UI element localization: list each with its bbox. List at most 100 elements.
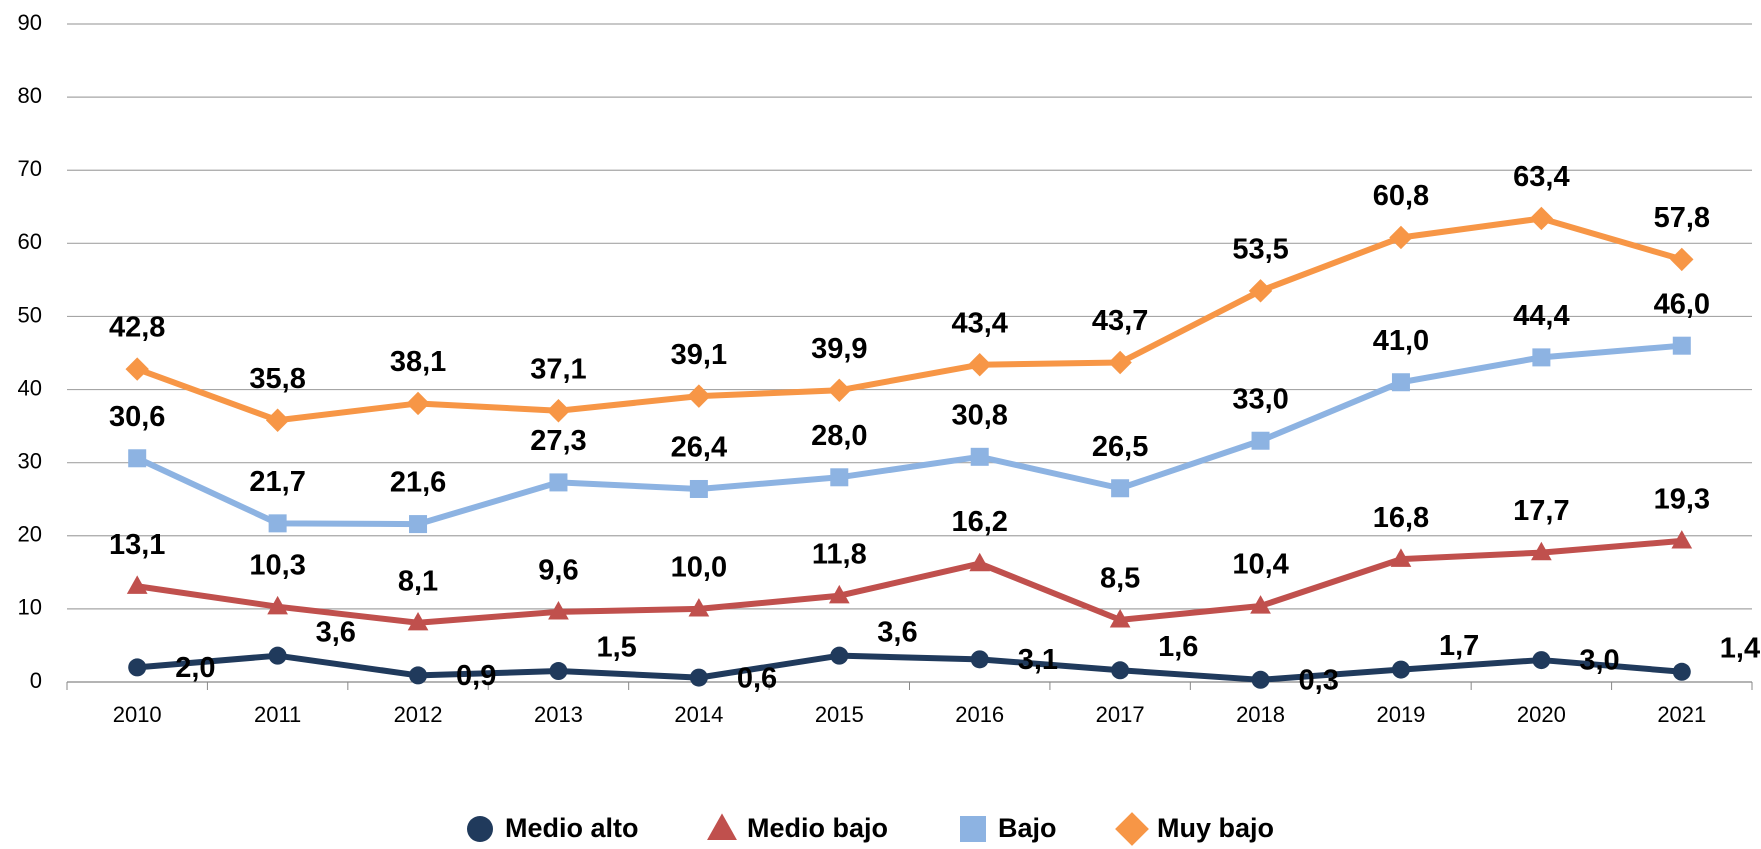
data-point <box>1250 595 1271 614</box>
data-label: 41,0 <box>1373 325 1429 357</box>
legend-marker <box>707 813 737 841</box>
data-point <box>406 391 430 416</box>
data-label: 3,0 <box>1579 645 1619 677</box>
data-point <box>828 584 850 604</box>
data-label: 46,0 <box>1654 288 1710 320</box>
data-point <box>968 352 992 377</box>
x-tick-label: 2019 <box>1376 702 1425 727</box>
data-point <box>689 668 708 687</box>
data-label: 8,5 <box>1100 563 1140 595</box>
x-tick-label: 2016 <box>955 702 1004 727</box>
y-tick-label: 20 <box>18 522 42 547</box>
x-tick-label: 2020 <box>1517 702 1566 727</box>
series-line <box>136 537 1683 626</box>
data-point <box>1532 651 1551 670</box>
data-label: 37,1 <box>530 353 586 385</box>
data-point <box>1111 661 1130 680</box>
y-tick-label: 80 <box>18 83 42 108</box>
data-label: 10,0 <box>671 552 727 584</box>
data-point <box>688 598 710 617</box>
data-label: 0,6 <box>737 662 777 694</box>
legend-label: Medio alto <box>505 813 639 843</box>
data-point <box>1251 431 1270 450</box>
data-label: 30,8 <box>951 399 1007 431</box>
data-label: 3,6 <box>877 616 917 648</box>
data-point <box>1672 662 1691 681</box>
data-label: 8,1 <box>398 565 438 597</box>
y-tick-label: 90 <box>18 10 42 35</box>
data-point <box>125 357 149 381</box>
data-point <box>126 575 148 594</box>
data-point <box>1390 548 1412 567</box>
data-label: 0,3 <box>1299 664 1339 696</box>
data-label: 1,5 <box>596 632 636 664</box>
data-label: 21,7 <box>249 466 305 498</box>
data-label: 13,1 <box>109 529 165 561</box>
series-line <box>135 342 1683 528</box>
data-label: 1,6 <box>1158 631 1198 663</box>
legend-marker <box>467 816 493 842</box>
data-point <box>1389 225 1413 250</box>
data-label: 28,0 <box>811 420 867 452</box>
data-point <box>265 408 290 432</box>
data-point <box>689 479 708 498</box>
data-point <box>830 468 849 487</box>
data-label: 38,1 <box>390 346 446 378</box>
data-label: 26,5 <box>1092 431 1148 463</box>
data-label: 39,1 <box>671 339 727 371</box>
data-point <box>1109 609 1131 628</box>
data-label: 10,4 <box>1232 549 1288 581</box>
data-label: 60,8 <box>1373 180 1429 212</box>
series-line <box>136 652 1683 683</box>
data-label: 21,6 <box>390 467 446 499</box>
data-point <box>1251 670 1270 689</box>
y-tick-label: 60 <box>18 229 42 254</box>
data-point <box>268 646 287 665</box>
x-tick-label: 2021 <box>1657 702 1706 727</box>
data-label: 35,8 <box>249 363 305 395</box>
y-tick-label: 40 <box>18 375 42 400</box>
data-point <box>1529 206 1554 231</box>
data-label: 30,6 <box>109 401 165 433</box>
data-label: 42,8 <box>109 312 165 344</box>
data-point <box>1391 373 1410 392</box>
legend-label: Bajo <box>998 813 1057 843</box>
data-label: 9,6 <box>538 554 578 586</box>
data-point <box>830 646 849 665</box>
data-label: 44,4 <box>1513 300 1569 332</box>
data-point <box>409 666 428 685</box>
legend-label: Medio bajo <box>747 813 888 843</box>
data-point <box>1531 541 1552 561</box>
data-point <box>267 595 288 615</box>
legend-label: Muy bajo <box>1157 813 1274 843</box>
data-label: 0,9 <box>456 660 496 692</box>
data-label: 39,9 <box>811 333 867 365</box>
x-tick-label: 2013 <box>534 702 583 727</box>
data-point <box>549 662 568 681</box>
y-tick-label: 0 <box>30 668 42 693</box>
data-label: 11,8 <box>812 538 867 570</box>
data-point <box>1532 348 1551 367</box>
x-tick-label: 2018 <box>1236 702 1285 727</box>
data-point <box>1670 247 1694 272</box>
y-tick-label: 30 <box>18 448 42 473</box>
data-label: 1,4 <box>1720 632 1760 664</box>
data-label: 57,8 <box>1654 202 1710 234</box>
data-label: 1,7 <box>1439 630 1479 662</box>
data-label: 43,4 <box>951 307 1007 339</box>
data-label: 43,7 <box>1092 305 1148 337</box>
data-point <box>128 449 147 468</box>
data-label: 10,3 <box>249 549 305 581</box>
data-point <box>128 658 147 677</box>
data-label: 53,5 <box>1232 234 1288 266</box>
x-tick-label: 2015 <box>815 702 864 727</box>
series-line <box>136 215 1683 424</box>
data-point <box>969 552 991 572</box>
data-point <box>970 447 989 466</box>
y-tick-label: 70 <box>18 156 42 181</box>
x-tick-label: 2014 <box>674 702 723 727</box>
data-point <box>1671 530 1693 549</box>
data-label: 17,7 <box>1513 495 1569 527</box>
data-label: 27,3 <box>530 425 586 457</box>
